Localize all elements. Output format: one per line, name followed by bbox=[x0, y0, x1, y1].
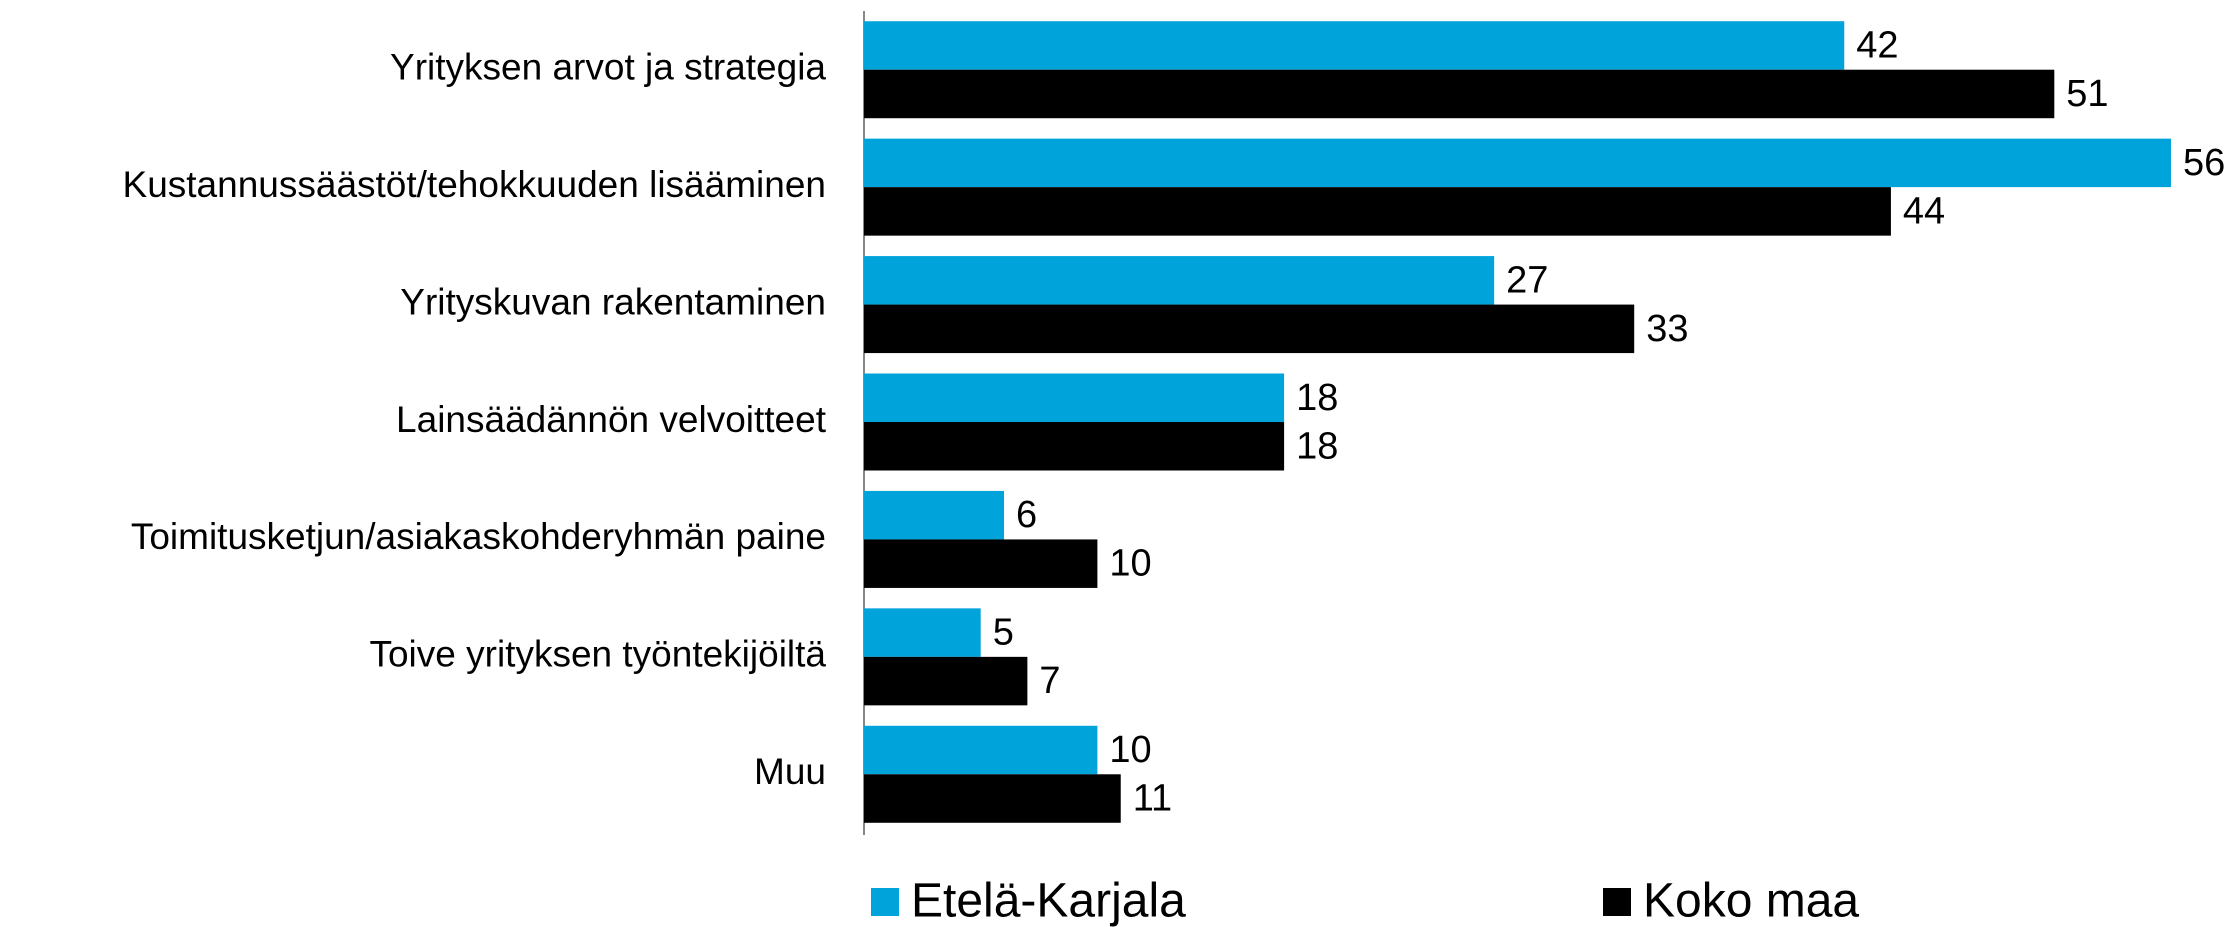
value-label: 6 bbox=[1016, 494, 1037, 536]
value-label: 5 bbox=[993, 612, 1014, 654]
bar bbox=[864, 256, 1495, 305]
bar bbox=[864, 725, 1098, 775]
category-label: Yrityskuvan rakentaminen bbox=[400, 281, 826, 322]
category-label: Toive yrityksen työntekijöiltä bbox=[369, 634, 826, 675]
value-label: 42 bbox=[1856, 24, 1898, 66]
value-label: 27 bbox=[1506, 259, 1548, 301]
bar bbox=[864, 373, 1285, 422]
legend-label: Etelä-Karjala bbox=[911, 875, 1186, 927]
value-label: 33 bbox=[1646, 308, 1688, 350]
legend-swatch bbox=[871, 888, 899, 916]
category-label: Toimitusketjun/asiakaskohderyhmän paine bbox=[131, 516, 826, 557]
bar bbox=[864, 422, 1285, 471]
bar bbox=[864, 138, 2171, 188]
legend-label: Koko maa bbox=[1643, 875, 1859, 927]
value-label: 11 bbox=[1133, 778, 1172, 820]
bar bbox=[864, 490, 1005, 540]
bar bbox=[864, 21, 1845, 70]
value-label: 56 bbox=[2183, 142, 2225, 184]
value-label: 7 bbox=[1039, 660, 1060, 702]
value-label: 51 bbox=[2066, 73, 2108, 115]
category-label: Yrityksen arvot ja strategia bbox=[390, 46, 826, 87]
bar bbox=[864, 187, 1891, 236]
bar bbox=[864, 656, 1028, 706]
bar bbox=[864, 304, 1635, 354]
value-label: 10 bbox=[1109, 543, 1151, 585]
bar bbox=[864, 774, 1121, 823]
category-label: Muu bbox=[754, 751, 826, 792]
value-label: 18 bbox=[1296, 425, 1338, 467]
category-label: Kustannussäästöt/tehokkuuden lisääminen bbox=[123, 164, 826, 205]
legend-swatch bbox=[1603, 888, 1631, 916]
value-label: 44 bbox=[1903, 190, 1945, 232]
bar bbox=[864, 608, 981, 657]
value-label: 18 bbox=[1296, 377, 1338, 419]
bar bbox=[864, 539, 1098, 588]
value-label: 10 bbox=[1109, 729, 1151, 771]
category-label: Lainsäädännön velvoitteet bbox=[396, 399, 827, 440]
bar bbox=[864, 69, 2055, 119]
